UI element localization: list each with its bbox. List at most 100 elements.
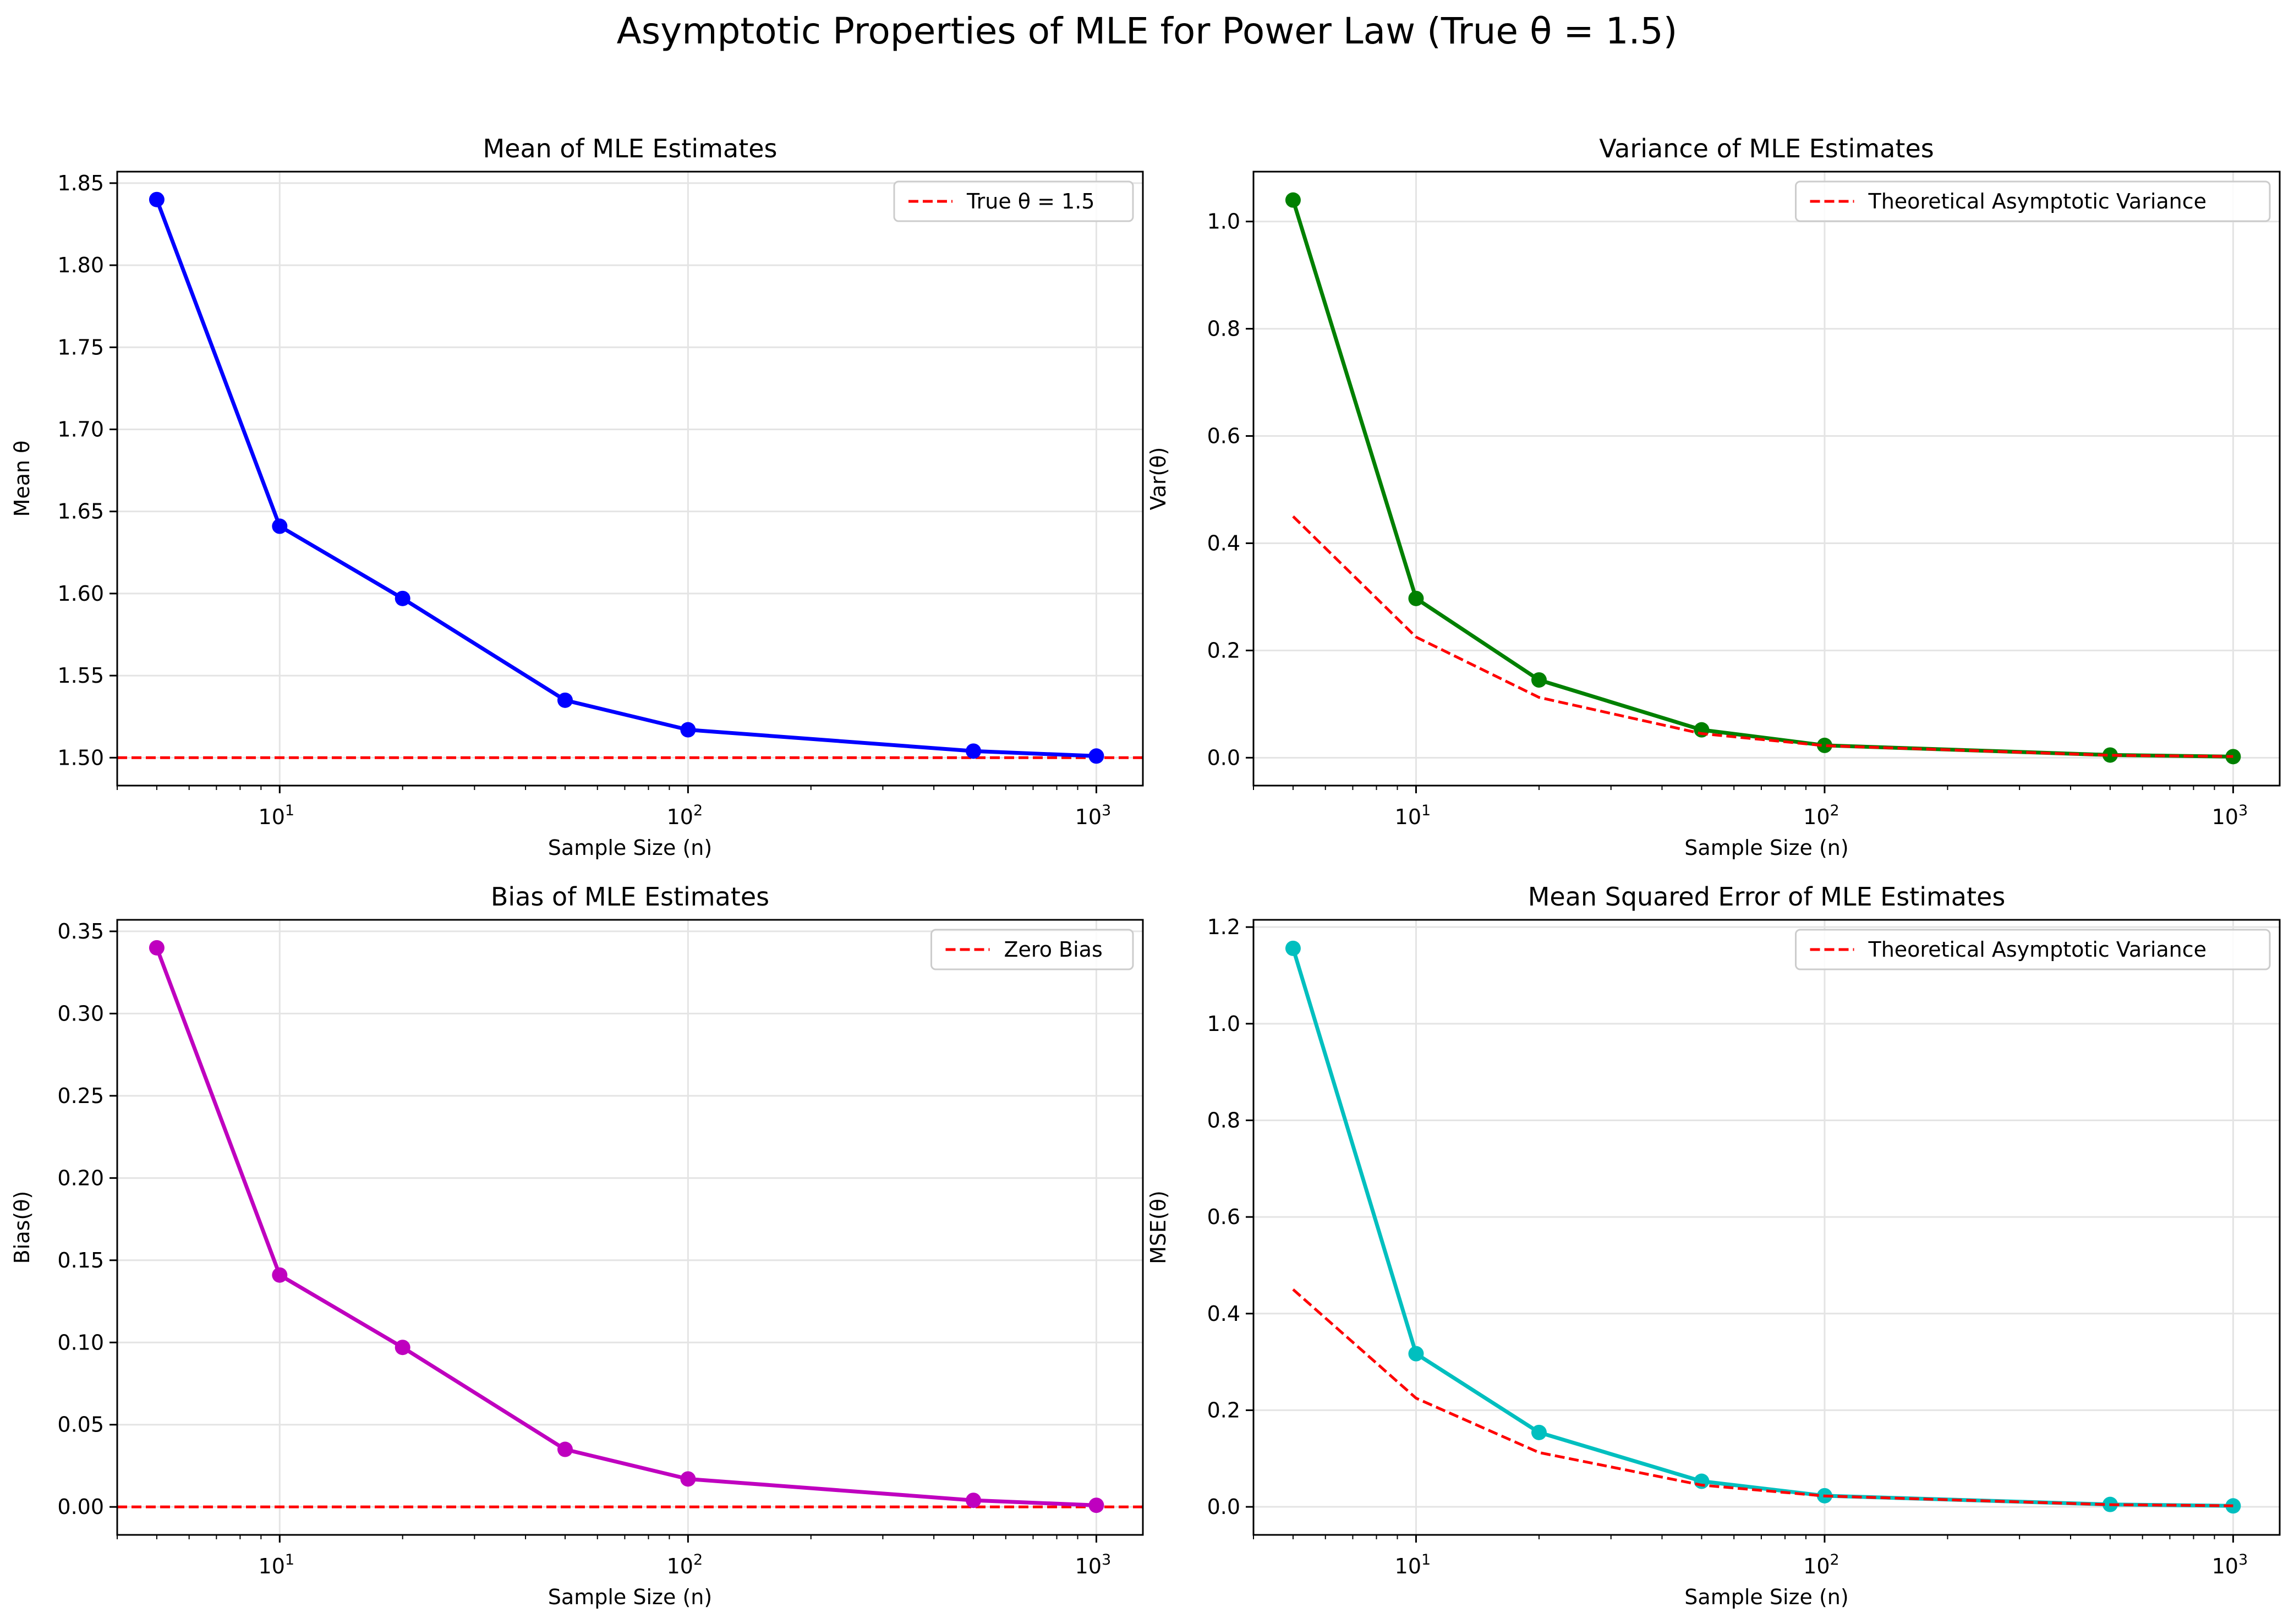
chart-title: Bias of MLE Estimates: [491, 882, 769, 912]
y-axis-label: Bias(θ): [10, 1191, 34, 1264]
legend-label: Theoretical Asymptotic Variance: [1868, 937, 2207, 962]
data-point: [1531, 672, 1547, 688]
y-tick-label: 1.2: [1207, 915, 1240, 939]
data-point: [1408, 1346, 1424, 1362]
chart-title: Mean of MLE Estimates: [483, 134, 777, 163]
data-point: [680, 1471, 696, 1487]
y-tick-label: 0.4: [1207, 531, 1240, 555]
data-point: [149, 191, 165, 207]
y-tick-label: 0.15: [57, 1248, 104, 1272]
y-tick-label: 0.25: [57, 1084, 104, 1108]
legend-box: [1795, 929, 2271, 970]
legend-box: [893, 180, 1134, 222]
y-tick-label: 0.2: [1207, 1398, 1240, 1422]
y-tick-label: 0.6: [1207, 1205, 1240, 1229]
axes-frame: [1252, 919, 2281, 1536]
y-tick-label: 0.0: [1207, 745, 1240, 770]
data-point: [1088, 748, 1104, 764]
series-line: [1291, 947, 2233, 1508]
legend: Zero Bias: [930, 929, 1134, 970]
y-tick-label: 1.80: [57, 253, 104, 277]
y-tick-label: 1.0: [1207, 210, 1240, 234]
y-tick-label: 0.00: [57, 1495, 104, 1519]
data-point: [272, 1267, 288, 1283]
chart-title: Mean Squared Error of MLE Estimates: [1528, 882, 2006, 912]
data-point: [2225, 1498, 2241, 1514]
series-line: [155, 947, 1097, 1507]
x-tick-label: 102: [667, 1551, 703, 1578]
y-tick-label: 1.85: [57, 171, 104, 195]
data-point: [1816, 737, 1832, 753]
y-tick-label: 0.30: [57, 1001, 104, 1025]
y-tick-label: 0.2: [1207, 638, 1240, 662]
y-tick-label: 1.60: [57, 581, 104, 606]
axes-frame: [116, 919, 1144, 1536]
chart-4: 101 102 103 0.0 0.2 0.4 0.6 0.8 1.0 1.2 Mean Squar…: [1146, 882, 2281, 1609]
axes-frame: [116, 171, 1144, 787]
chart-title: Variance of MLE Estimates: [1599, 134, 1934, 163]
data-point: [1694, 1473, 1710, 1489]
x-tick-label: 103: [1075, 802, 1112, 829]
y-tick-label: 1.65: [57, 500, 104, 524]
axes-frame: [1252, 171, 2281, 787]
data-point: [966, 1493, 982, 1508]
x-tick-label: 102: [1803, 1551, 1839, 1578]
legend-box: [1795, 180, 2271, 222]
y-tick-label: 0.0: [1207, 1495, 1240, 1519]
y-axis-label: Mean θ: [10, 441, 34, 517]
series-line: [1291, 199, 2233, 759]
x-tick-label: 101: [1395, 802, 1431, 829]
y-tick-label: 0.8: [1207, 317, 1240, 341]
x-axis-label: Sample Size (n): [1684, 1585, 1848, 1609]
data-point: [1531, 1424, 1547, 1440]
data-point: [1088, 1497, 1104, 1513]
x-axis-label: Sample Size (n): [548, 836, 712, 860]
data-point: [680, 722, 696, 738]
x-tick-label: 103: [2212, 1551, 2248, 1578]
chart-3: 101 102 103 0.00 0.05 0.10 0.15 0.20 0.25 0.30 0.3…: [10, 882, 1144, 1609]
legend: True θ = 1.5: [893, 180, 1134, 222]
y-tick-label: 0.10: [57, 1330, 104, 1354]
y-tick-label: 0.8: [1207, 1108, 1240, 1132]
y-axis-label: MSE(θ): [1146, 1190, 1170, 1264]
x-tick-label: 103: [1075, 1551, 1112, 1578]
data-point: [1408, 590, 1424, 606]
y-tick-label: 0.35: [57, 919, 104, 943]
legend-label: True θ = 1.5: [966, 189, 1094, 213]
data-point: [149, 940, 165, 956]
data-point: [395, 1340, 410, 1356]
y-tick-label: 1.50: [57, 745, 104, 770]
x-axis-label: Sample Size (n): [1684, 836, 1848, 860]
data-point: [272, 518, 288, 534]
y-tick-label: 1.75: [57, 335, 104, 359]
y-tick-label: 0.6: [1207, 424, 1240, 448]
x-axis-label: Sample Size (n): [548, 1585, 712, 1609]
data-point: [557, 692, 573, 708]
data-point: [2102, 747, 2118, 763]
y-tick-label: 1.70: [57, 417, 104, 441]
data-point: [395, 590, 410, 606]
y-axis-label: Var(θ): [1146, 447, 1170, 511]
chart-1: 101 102 103 1.50 1.55 1.60 1.65 1.70 1.75 1.80 1.8…: [10, 134, 1144, 860]
y-tick-label: 1.0: [1207, 1012, 1240, 1036]
x-tick-label: 102: [667, 802, 703, 829]
x-tick-label: 101: [1395, 1551, 1431, 1578]
legend-box: [930, 929, 1134, 970]
y-tick-label: 0.05: [57, 1413, 104, 1437]
legend: Theoretical Asymptotic Variance: [1795, 929, 2271, 970]
x-tick-label: 101: [259, 802, 295, 829]
theoretical-variance-line: [1292, 1288, 2233, 1507]
legend: Theoretical Asymptotic Variance: [1795, 180, 2271, 222]
chart-2: 101 102 103 0.0 0.2 0.4 0.6 0.8 1.0 Variance of M…: [1146, 134, 2281, 860]
legend-label: Theoretical Asymptotic Variance: [1868, 189, 2207, 213]
theoretical-variance-line: [1292, 515, 2233, 758]
x-tick-label: 102: [1803, 802, 1839, 829]
data-point: [966, 743, 982, 759]
data-point: [2225, 749, 2241, 765]
data-point: [1285, 192, 1301, 208]
data-point: [557, 1441, 573, 1457]
y-tick-label: 0.4: [1207, 1302, 1240, 1326]
figure-title: Asymptotic Properties of MLE for Power L…: [616, 10, 1678, 52]
legend-label: Zero Bias: [1004, 937, 1103, 962]
